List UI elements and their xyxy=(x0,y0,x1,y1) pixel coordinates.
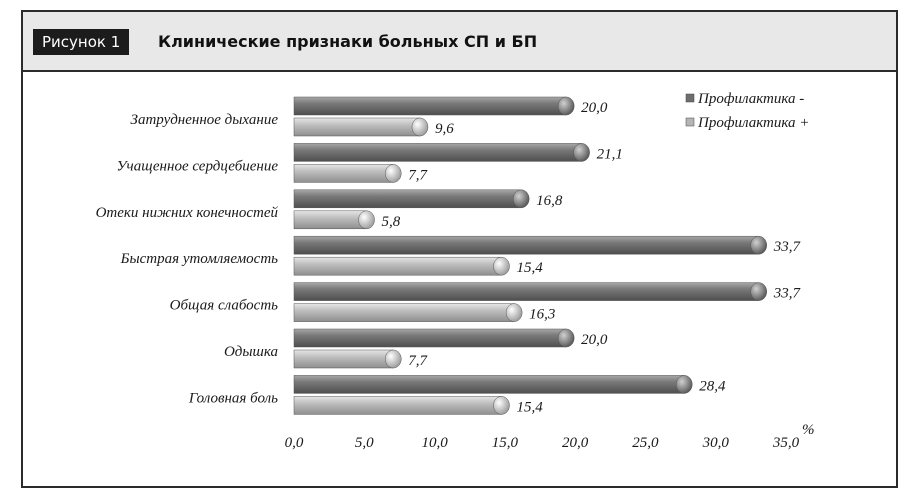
bar-cap xyxy=(557,328,575,348)
bar-cap xyxy=(493,396,510,415)
x-tick-label: 35,0 xyxy=(772,435,800,451)
bar xyxy=(293,328,567,348)
legend-swatch xyxy=(685,117,695,127)
bar-cap xyxy=(675,375,693,394)
category-label: Головная боль xyxy=(188,390,278,406)
bar-cap xyxy=(557,96,575,116)
x-tick-label: 25,0 xyxy=(632,435,659,451)
bar xyxy=(293,235,759,255)
bar-cap xyxy=(384,349,402,369)
data-label: 16,3 xyxy=(529,307,555,323)
bar-cap xyxy=(750,235,767,255)
category-label: Быстрая утомляемость xyxy=(120,251,279,267)
bar xyxy=(293,189,522,209)
bar xyxy=(293,164,394,183)
legend-swatch xyxy=(685,93,695,103)
data-label: 33,7 xyxy=(773,286,802,302)
bar xyxy=(293,375,685,394)
data-label: 20,0 xyxy=(581,100,608,116)
bar-cap xyxy=(493,256,510,276)
x-tick-label: 10,0 xyxy=(421,435,448,451)
data-label: 7,7 xyxy=(408,167,428,183)
legend-label: Профилактика - xyxy=(697,91,804,107)
category-label: Затрудненное дыхание xyxy=(131,112,279,128)
data-label: 15,4 xyxy=(516,260,543,276)
bar-cap xyxy=(358,210,375,230)
x-unit-label: % xyxy=(802,422,815,438)
bar xyxy=(293,303,515,322)
figure-header: Рисунок 1 Клинические признаки больных С… xyxy=(23,12,896,72)
figure-title: Клинические признаки больных СП и БП xyxy=(158,32,538,51)
bar xyxy=(293,282,759,301)
bar-cap xyxy=(505,303,523,322)
category-label: Одышка xyxy=(224,344,278,360)
bar xyxy=(293,256,502,276)
data-label: 20,0 xyxy=(581,332,608,348)
bar xyxy=(293,396,502,415)
x-tick-label: 30,0 xyxy=(702,435,730,451)
legend-label: Профилактика + xyxy=(697,115,809,131)
bar-cap xyxy=(411,117,429,137)
bar xyxy=(293,143,582,162)
category-label: Общая слабость xyxy=(170,298,279,314)
bar xyxy=(293,96,567,116)
data-label: 7,7 xyxy=(408,353,428,369)
figure-label: Рисунок 1 xyxy=(33,29,130,55)
bar xyxy=(293,210,367,230)
data-label: 15,4 xyxy=(516,399,543,415)
x-tick-label: 15,0 xyxy=(492,435,519,451)
x-tick-label: 20,0 xyxy=(562,435,589,451)
bar-cap xyxy=(573,143,590,162)
data-label: 33,7 xyxy=(773,239,802,255)
x-tick-label: 0,0 xyxy=(285,435,304,451)
data-label: 21,1 xyxy=(597,146,623,162)
data-label: 16,8 xyxy=(536,193,563,209)
bar-cap xyxy=(750,282,767,301)
bar xyxy=(293,349,394,369)
bar-cap xyxy=(512,189,530,209)
bar-cap xyxy=(384,164,402,183)
x-tick-label: 5,0 xyxy=(355,435,374,451)
category-label: Учащенное сердцебиение xyxy=(116,158,278,174)
data-label: 5,8 xyxy=(382,214,401,230)
category-label: Отеки нижних конечностей xyxy=(96,205,279,221)
data-label: 28,4 xyxy=(699,378,726,394)
bar xyxy=(293,117,421,137)
data-label: 9,6 xyxy=(435,121,454,137)
